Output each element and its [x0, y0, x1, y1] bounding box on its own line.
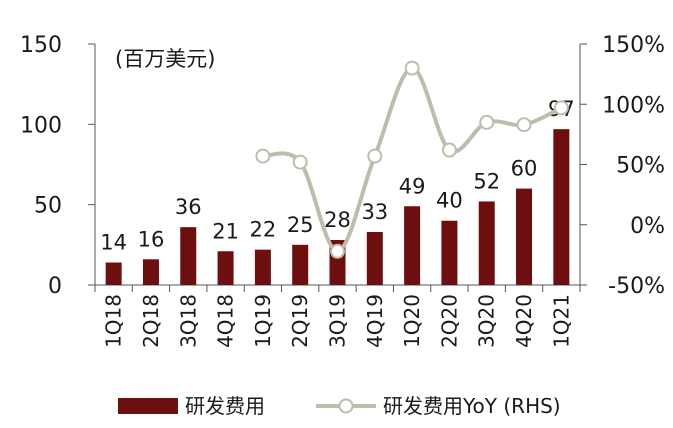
left-axis-tick-label: 100 — [20, 113, 62, 138]
right-axis-tick-label: 50% — [616, 154, 665, 179]
bar — [105, 262, 122, 285]
bar — [254, 249, 271, 285]
bar — [478, 201, 495, 285]
bar — [516, 188, 533, 285]
bar-labels-layer: 14163621222528334940526097 — [100, 97, 574, 254]
bar-value-label: 40 — [436, 189, 463, 213]
right-axis-tick-label: 150% — [602, 33, 665, 58]
unit-label: (百万美元) — [115, 47, 215, 71]
bar-value-label: 22 — [250, 218, 277, 242]
bar — [292, 244, 309, 285]
yoy-point — [255, 148, 271, 164]
category-label: 4Q19 — [363, 294, 387, 348]
category-labels-layer: 1Q18 2Q18 3Q18 4Q18 1Q19 2Q19 3Q19 4Q19 1Q20 2Q20… — [102, 294, 574, 348]
category-label: 3Q19 — [326, 294, 350, 348]
yoy-line-layer — [255, 60, 569, 259]
right-axis-tick-label: -50% — [608, 274, 665, 299]
bar-value-label: 25 — [287, 213, 314, 237]
bar-value-label: 28 — [324, 208, 351, 232]
bar — [366, 231, 383, 285]
bar-value-label: 21 — [212, 219, 239, 243]
bar-value-label: 14 — [100, 231, 127, 255]
axes-layer: 0 50 100 150 -50% 0% 50% 100% 150% — [20, 33, 665, 299]
bar — [180, 227, 197, 285]
legend-bar-swatch — [118, 398, 178, 414]
bar-value-label: 33 — [361, 200, 388, 224]
legend-line-marker — [338, 398, 354, 414]
yoy-line — [262, 66, 563, 254]
category-label: 1Q19 — [251, 294, 275, 348]
right-axis-tick-label: 100% — [602, 93, 665, 118]
yoy-point — [553, 100, 569, 116]
category-label: 3Q20 — [475, 294, 499, 348]
category-label: 3Q18 — [176, 294, 200, 348]
bar — [142, 259, 159, 285]
yoy-point — [516, 117, 532, 133]
yoy-point — [292, 154, 308, 170]
yoy-point — [330, 243, 345, 259]
bar — [404, 206, 421, 285]
right-axis-tick-label: 0% — [630, 214, 665, 239]
legend: 研发费用 研发费用YoY (RHS) — [118, 394, 561, 418]
left-axis-tick-label: 0 — [48, 274, 62, 299]
yoy-point — [404, 60, 420, 76]
bar-value-label: 16 — [138, 227, 165, 251]
category-label: 2Q19 — [288, 294, 312, 348]
category-label: 1Q18 — [102, 294, 126, 348]
bars-layer — [105, 129, 570, 285]
bar — [217, 251, 234, 285]
left-axis-tick-label: 50 — [34, 194, 62, 219]
bar-value-label: 36 — [175, 195, 202, 219]
legend-line-label: 研发费用YoY (RHS) — [383, 394, 561, 418]
category-label: 4Q20 — [512, 294, 536, 348]
bar — [441, 220, 458, 285]
bar — [553, 129, 570, 285]
yoy-point — [479, 114, 495, 130]
category-label: 1Q20 — [400, 294, 424, 348]
category-label: 4Q18 — [214, 294, 238, 348]
bar-value-label: 49 — [399, 174, 426, 198]
bar-value-label: 60 — [511, 157, 538, 181]
yoy-point — [441, 142, 457, 158]
bar-value-label: 52 — [473, 169, 500, 193]
yoy-point — [367, 148, 383, 164]
left-axis-tick-label: 150 — [20, 33, 62, 58]
category-label: 2Q18 — [139, 294, 163, 348]
category-label: 2Q20 — [437, 294, 461, 348]
category-label: 1Q21 — [549, 294, 573, 348]
legend-bar-label: 研发费用 — [185, 394, 265, 418]
